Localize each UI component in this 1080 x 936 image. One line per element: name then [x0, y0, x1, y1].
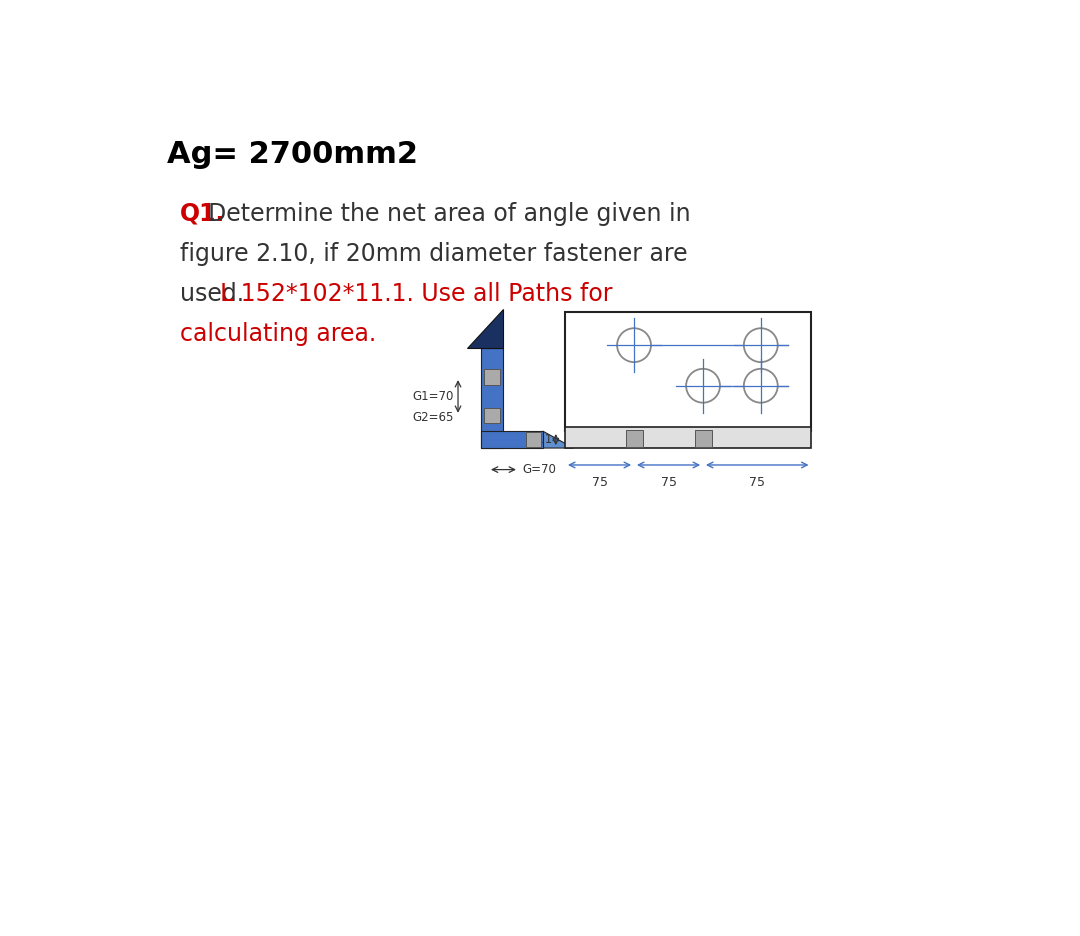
Polygon shape — [484, 408, 500, 423]
Polygon shape — [565, 312, 811, 431]
Polygon shape — [481, 431, 543, 448]
Text: Determine the net area of angle given in: Determine the net area of angle given in — [207, 201, 690, 226]
Polygon shape — [526, 431, 541, 447]
Circle shape — [617, 329, 651, 362]
Polygon shape — [694, 431, 712, 447]
Polygon shape — [481, 348, 502, 448]
Text: G=70: G=70 — [523, 463, 556, 476]
Text: 11.1: 11.1 — [526, 433, 553, 446]
Text: G2=65: G2=65 — [413, 411, 455, 424]
Text: 75: 75 — [592, 475, 608, 489]
Polygon shape — [625, 431, 643, 447]
Polygon shape — [565, 427, 811, 448]
Text: used.: used. — [180, 282, 252, 306]
Text: figure 2.10, if 20mm diameter fastener are: figure 2.10, if 20mm diameter fastener a… — [180, 241, 688, 266]
Text: G1=70: G1=70 — [413, 390, 455, 403]
Circle shape — [744, 329, 778, 362]
Polygon shape — [484, 370, 500, 385]
Circle shape — [744, 369, 778, 402]
Text: calculating area.: calculating area. — [180, 322, 376, 345]
Polygon shape — [543, 431, 573, 448]
Text: 75: 75 — [661, 475, 676, 489]
Text: L 152*102*11.1. Use all Paths for: L 152*102*11.1. Use all Paths for — [220, 282, 612, 306]
Text: Q1.: Q1. — [180, 201, 226, 226]
Text: Ag= 2700mm2: Ag= 2700mm2 — [167, 140, 418, 169]
Polygon shape — [468, 310, 502, 348]
Circle shape — [686, 369, 720, 402]
Text: 75: 75 — [750, 475, 766, 489]
